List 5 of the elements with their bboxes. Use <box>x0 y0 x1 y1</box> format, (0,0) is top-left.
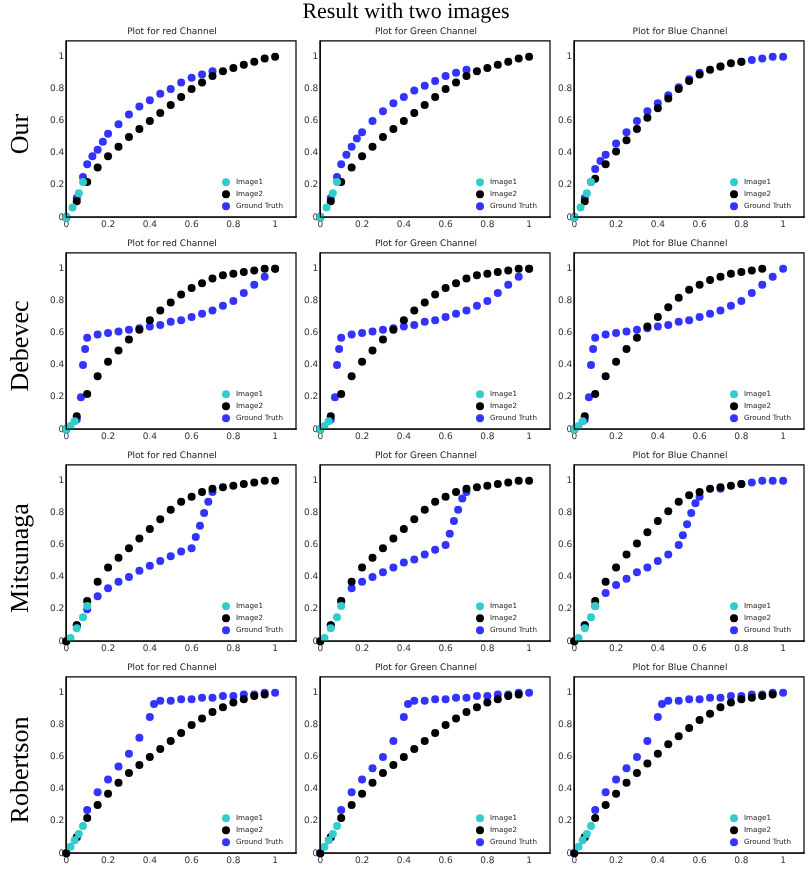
y-axis-title: Mitsunaga <box>4 503 36 613</box>
y-axis-title: Robertson <box>4 716 36 824</box>
text: Result with two images <box>300 0 512 24</box>
y-axis-title: Our <box>4 113 36 155</box>
y-axis-title: Debevec <box>4 300 36 392</box>
